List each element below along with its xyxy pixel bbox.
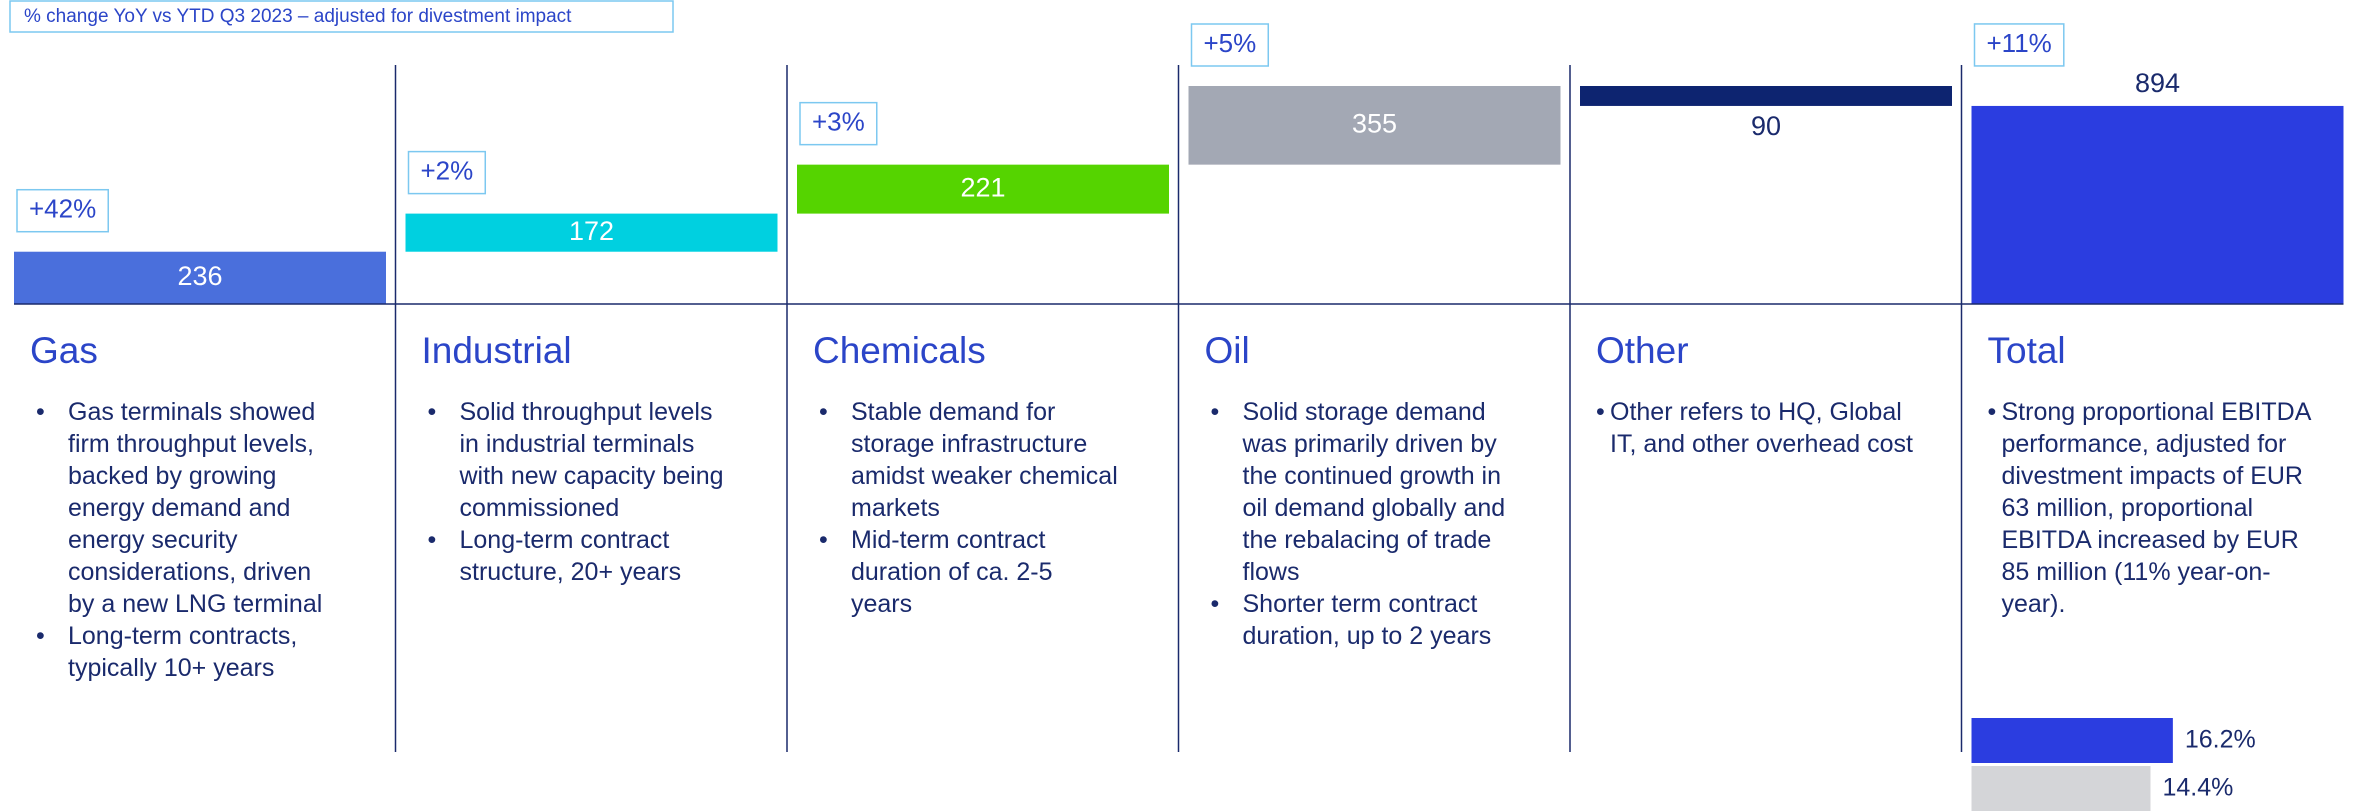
section: Industrial Solid throughput levels in ind… — [422, 330, 727, 588]
change-label: +3% — [812, 107, 865, 137]
section-heading: Industrial — [421, 330, 572, 371]
value-label: 894 — [2135, 68, 2180, 98]
bullet: Long-term contracts, typically 10+ years — [36, 620, 335, 684]
value-label: 90 — [1751, 111, 1781, 141]
bullet-list: Other refers to HQ, Global IT, and other… — [1596, 396, 1926, 460]
change-box — [407, 150, 487, 195]
bullet-list: Solid storage demand was primarily drive… — [1205, 396, 1510, 652]
change-label: +5% — [1204, 28, 1257, 58]
note-text: % change YoY vs YTD Q3 2023 – adjusted f… — [24, 6, 572, 27]
margin-label: 16.2% — [2185, 726, 2256, 754]
bullet: Long-term contract structure, 20+ years — [428, 524, 727, 588]
section: Gas Gas terminals showed firm throughput … — [30, 330, 335, 684]
bullet: Solid throughput levels in industrial te… — [428, 396, 727, 524]
change-label: +42% — [29, 194, 96, 224]
bullet: Solid storage demand was primarily drive… — [1211, 396, 1510, 588]
change-label: +2% — [421, 155, 474, 185]
section: Total Strong proportional EBITDA performa… — [1988, 330, 2318, 620]
change-box — [16, 188, 109, 233]
section-heading: Total — [1987, 330, 2066, 371]
bar — [797, 164, 1169, 214]
bullet-list: Gas terminals showed firm throughput lev… — [30, 396, 335, 684]
margin-bar — [1971, 718, 2173, 763]
section-heading: Oil — [1204, 330, 1250, 371]
bullet: Gas terminals showed firm throughput lev… — [36, 396, 335, 620]
margin-bar — [1971, 766, 2151, 811]
bar — [1971, 105, 2344, 304]
bar — [1580, 86, 1952, 106]
section: Oil Solid storage demand was primarily dr… — [1205, 330, 1510, 652]
value-label: 236 — [177, 261, 222, 291]
bullet: Shorter term contract duration, up to 2 … — [1211, 588, 1510, 652]
value-label: 355 — [1352, 108, 1397, 138]
bullet: Mid-term contract duration of ca. 2-5 ye… — [819, 524, 1118, 620]
section: Other Other refers to HQ, Global IT, and … — [1596, 330, 1926, 460]
bullet: Strong proportional EBITDA performance, … — [1988, 396, 2318, 620]
bullet-list: Solid throughput levels in industrial te… — [422, 396, 727, 588]
section-heading: Gas — [30, 330, 98, 371]
change-box — [1973, 23, 2065, 67]
bullet: Stable demand for storage infrastructure… — [819, 396, 1118, 524]
section: Chemicals Stable demand for storage infra… — [813, 330, 1118, 620]
bar — [405, 213, 778, 252]
section-heading: Other — [1596, 330, 1689, 371]
change-box — [1190, 23, 1270, 67]
change-label: +11% — [1987, 28, 2052, 58]
bullet-list: Strong proportional EBITDA performance, … — [1988, 396, 2318, 620]
value-label: 172 — [569, 216, 614, 246]
bullet: Other refers to HQ, Global IT, and other… — [1596, 396, 1926, 460]
bar — [14, 251, 386, 304]
section-heading: Chemicals — [813, 330, 986, 371]
margin-label: 14.4% — [2162, 774, 2233, 802]
bullet-list: Stable demand for storage infrastructure… — [813, 396, 1118, 620]
change-box — [799, 101, 878, 146]
bar — [1188, 86, 1561, 165]
value-label: 221 — [960, 172, 1005, 202]
note-box — [9, 0, 674, 33]
